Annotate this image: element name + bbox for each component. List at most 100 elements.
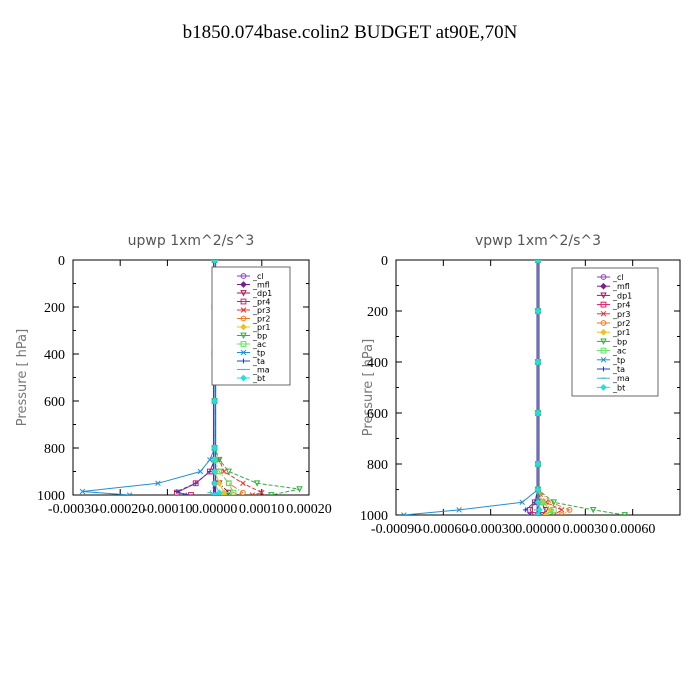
y-tick-label: 200 (44, 301, 65, 316)
legend-label: _pr2 (252, 315, 270, 324)
series_tp-marker (155, 480, 161, 487)
legend: _cl_mfl_dp1_pr4_pr3_pr2_pr1_bp_ac_tp_ta_… (211, 266, 291, 386)
series_pr3-marker (259, 489, 265, 495)
y-tick-label: 800 (44, 442, 65, 457)
legend-label: _cl (612, 273, 624, 282)
series_ta-marker (183, 492, 189, 495)
series_bp-marker (216, 456, 223, 464)
series_bt-marker (534, 486, 542, 493)
legend-label: _pr1 (612, 328, 630, 337)
series_bt-marker (211, 479, 218, 487)
y-tick-label: 0 (381, 254, 388, 269)
legend-label: _bp (612, 337, 627, 346)
legend-swatch-marker (600, 320, 607, 326)
legend-swatch-marker (240, 298, 247, 305)
series_ta-marker (174, 489, 180, 494)
legend-swatch-marker (600, 384, 607, 391)
y-tick-label: 800 (367, 458, 388, 473)
legend-swatch-marker (240, 315, 247, 322)
series_bp-marker (253, 480, 261, 487)
legend-swatch-marker (240, 349, 247, 356)
panel-title: upwp 1xm^2/s^3 (128, 233, 255, 249)
x-tick-label: 0.00010 (239, 502, 285, 517)
legend-swatch-marker (600, 347, 607, 354)
series-line_ac (537, 260, 555, 515)
legend-swatch-marker (600, 274, 607, 280)
series_bt-marker (211, 397, 218, 405)
series_pr2-marker (558, 512, 565, 515)
series_ta-marker (527, 512, 533, 515)
series_pr3-marker (249, 492, 256, 495)
x-tick-label: 0.00000 (192, 502, 238, 517)
legend-swatch-marker (601, 366, 606, 372)
legend-swatch-marker (600, 311, 607, 317)
legend-box (211, 266, 291, 386)
legend-swatch-marker (600, 282, 607, 290)
series_pr3-marker (221, 468, 227, 475)
legend-label: _mfl (612, 282, 630, 291)
plot-panel-2: vpwp 1xm^2/s^3 Pressure [ hPa] 0 200 400 600 8… (360, 233, 681, 537)
series-line_bp (214, 260, 300, 495)
legend-label: _pr4 (252, 298, 270, 307)
series-line_pr4 (175, 260, 216, 495)
legend-label: _bt (252, 374, 265, 383)
legend-swatch-marker (240, 290, 247, 297)
series-group (401, 260, 628, 515)
y-tick-label: 600 (367, 407, 388, 422)
series-line_pr3 (537, 260, 563, 515)
legend-label: _ac (252, 340, 266, 349)
x-tick-label: -0.00030 (48, 502, 98, 517)
legend-label: _bt (612, 383, 625, 392)
y-tick-label: 1000 (37, 489, 65, 504)
y-tick-label: 600 (44, 395, 65, 410)
legend-label: _pr3 (612, 310, 630, 319)
series_pr3-marker (558, 507, 565, 513)
series-line_tp (403, 260, 539, 515)
series_bt-marker (215, 489, 223, 495)
series_ac-marker (225, 480, 232, 487)
series_tp-marker (519, 499, 525, 506)
legend-swatch-marker (241, 358, 246, 364)
series_pr2-marker (230, 492, 237, 495)
series_bp-marker (590, 507, 597, 514)
series-line_tp (82, 260, 216, 495)
y-tick-label: 200 (367, 305, 388, 320)
legend-label: _dp1 (252, 289, 272, 298)
legend-swatch-marker (240, 323, 247, 331)
x-tick-label: 0.00020 (286, 502, 332, 517)
legend-swatch-marker (240, 307, 247, 313)
series_pr3-marker (240, 480, 246, 487)
series_bp-marker (550, 499, 557, 506)
legend-label: _pr3 (252, 306, 270, 315)
x-tick-label: 0.00060 (610, 522, 656, 537)
series_tp-marker (79, 488, 86, 495)
series_bt-marker (536, 506, 543, 514)
legend-swatch-marker (240, 273, 247, 279)
x-tick-label: -0.00090 (371, 522, 421, 537)
series_tp-marker (207, 456, 213, 463)
series_pr3-marker (551, 512, 557, 515)
legend-label: _pr2 (612, 319, 630, 328)
legend-label: _ta (252, 357, 265, 366)
series-line_ta (524, 260, 539, 515)
series_ac-marker (550, 507, 557, 513)
legend-swatch-marker (240, 281, 247, 288)
legend-label: _bp (252, 332, 267, 341)
series_tp-marker (126, 492, 133, 495)
series-line_pr2 (537, 260, 571, 515)
series_bt-marker (211, 491, 218, 495)
x-tick-label: -0.00060 (418, 522, 468, 537)
legend-swatch-marker (240, 341, 247, 347)
y-axis-label: Pressure [ hPa] (361, 339, 376, 436)
series_bp-marker (296, 486, 303, 493)
series_bt-marker (534, 460, 542, 468)
series_pr2-marker (566, 507, 573, 513)
series_bt-marker (534, 409, 542, 417)
series_bt-marker (534, 358, 542, 366)
legend-label: _pr1 (252, 323, 270, 332)
series_bt-marker (211, 456, 218, 464)
y-tick-label: 400 (367, 356, 388, 371)
y-tick-label: 0 (58, 254, 65, 269)
series_dp1-marker (539, 512, 546, 515)
series_pr2-marker (240, 489, 246, 495)
